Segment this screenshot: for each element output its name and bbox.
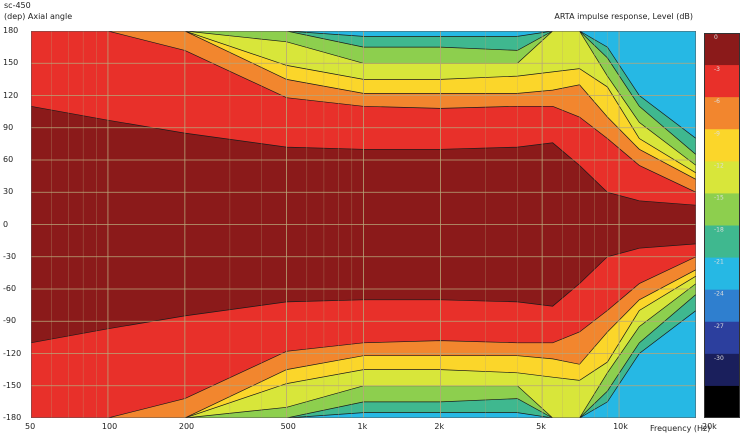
x-tick-label: 5k — [536, 422, 546, 431]
colorbar-label: -3 — [714, 66, 720, 73]
colorbar-swatch — [704, 65, 740, 98]
y-tick-label: 90 — [3, 122, 14, 132]
colorbar-swatch — [704, 129, 740, 162]
y-tick-label: -120 — [3, 348, 22, 358]
colorbar-label: -15 — [714, 194, 724, 201]
y-tick-label: 180 — [3, 26, 19, 35]
y-tick-label: -60 — [3, 284, 17, 293]
colorbar-label: -24 — [714, 291, 724, 298]
chart-title: sc-450 — [4, 1, 31, 10]
y-tick-label: 120 — [3, 90, 19, 100]
colorbar-swatch — [704, 193, 740, 226]
y-tick-label: 30 — [3, 187, 14, 197]
colorbar-swatch — [704, 385, 740, 418]
x-tick-label: 20k — [702, 422, 717, 431]
x-tick-label: 2k — [434, 422, 445, 431]
y-tick-label: -30 — [3, 251, 17, 261]
colorbar-swatch — [704, 33, 740, 66]
colorbar-swatch — [704, 321, 740, 355]
x-tick-label: 10k — [613, 422, 628, 431]
y-tick-label: 150 — [3, 58, 19, 68]
colorbar-swatch — [704, 97, 740, 130]
colorbar-swatch — [704, 161, 740, 194]
x-tick-label: 200 — [178, 422, 195, 431]
y-tick-label: -90 — [3, 316, 17, 326]
y-tick-label: -150 — [3, 380, 22, 390]
y-tick-label: 60 — [3, 155, 14, 164]
y-axis-label: (dep) Axial angle — [4, 12, 73, 21]
y-tick-label: 0 — [3, 219, 9, 229]
colorbar-border — [704, 33, 740, 418]
colorbar-label: -12 — [714, 162, 724, 169]
colorbar-swatch — [704, 289, 740, 323]
x-axis-label: Frequency (Hz) — [650, 424, 711, 433]
colorbar-label: -18 — [714, 227, 724, 234]
colorbar-swatch — [704, 225, 740, 259]
colorbar-label: -6 — [714, 98, 720, 105]
heatmap-plot — [31, 31, 696, 418]
colorbar-label: -27 — [714, 323, 724, 330]
x-tick-label: 500 — [280, 422, 296, 431]
x-tick-label: 1k — [357, 422, 368, 431]
colorbar-label: -30 — [714, 355, 724, 362]
colorbar-title: ARTA impulse response, Level (dB) — [554, 12, 693, 21]
colorbar-swatch — [704, 257, 740, 291]
colorbar-label: 0 — [714, 34, 718, 41]
y-tick-label: -180 — [3, 413, 22, 422]
x-tick-label: 100 — [101, 422, 118, 431]
x-tick-label: 50 — [25, 422, 36, 431]
colorbar: 0 -3 -6 -9 -12 -15 -18 -21 -24 -27 -30 — [704, 33, 740, 418]
colorbar-swatch — [704, 353, 740, 387]
colorbar-label: -9 — [714, 130, 720, 137]
colorbar-label: -21 — [714, 259, 724, 266]
